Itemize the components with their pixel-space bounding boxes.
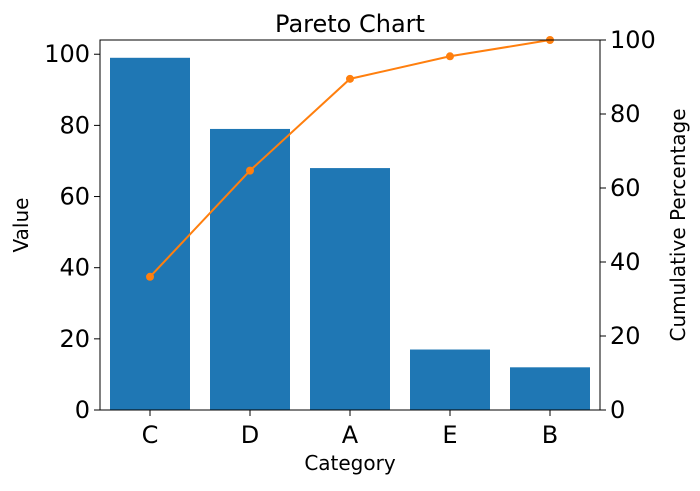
left-axis-label: Value [9, 198, 33, 253]
chart-title: Pareto Chart [275, 10, 425, 38]
x-tick-label: A [342, 421, 359, 449]
bar-D [210, 128, 290, 410]
right-tick-label: 80 [610, 100, 641, 128]
left-tick-label: 100 [44, 40, 90, 68]
x-tick-label: B [542, 421, 558, 449]
right-tick-label: 0 [610, 396, 625, 424]
bar-B [510, 367, 590, 410]
left-tick-label: 0 [75, 396, 90, 424]
cumulative-point-A [346, 74, 354, 83]
right-axis-ticks: 0 20 40 60 80 100 [600, 26, 656, 424]
cumulative-line-group [146, 36, 554, 281]
right-axis-label: Cumulative Percentage [666, 108, 690, 341]
left-axis-ticks: 0 20 40 60 80 100 [44, 40, 100, 424]
x-tick-label: C [142, 421, 159, 449]
bar-A [310, 168, 390, 410]
x-axis-label: Category [304, 451, 396, 475]
left-tick-label: 20 [59, 325, 90, 353]
right-tick-label: 100 [610, 26, 656, 54]
bar-E [410, 349, 490, 410]
bar-C [110, 57, 190, 411]
left-tick-label: 60 [59, 183, 90, 211]
left-tick-label: 40 [59, 254, 90, 282]
cumulative-point-C [146, 272, 154, 281]
right-tick-label: 40 [610, 248, 641, 276]
right-tick-label: 60 [610, 174, 641, 202]
bars-group [110, 57, 590, 411]
cumulative-point-D [246, 166, 254, 175]
left-tick-label: 80 [59, 111, 90, 139]
x-tick-label: E [442, 421, 457, 449]
x-tick-label: D [241, 421, 259, 449]
cumulative-point-E [446, 52, 454, 61]
right-tick-label: 20 [610, 322, 641, 350]
